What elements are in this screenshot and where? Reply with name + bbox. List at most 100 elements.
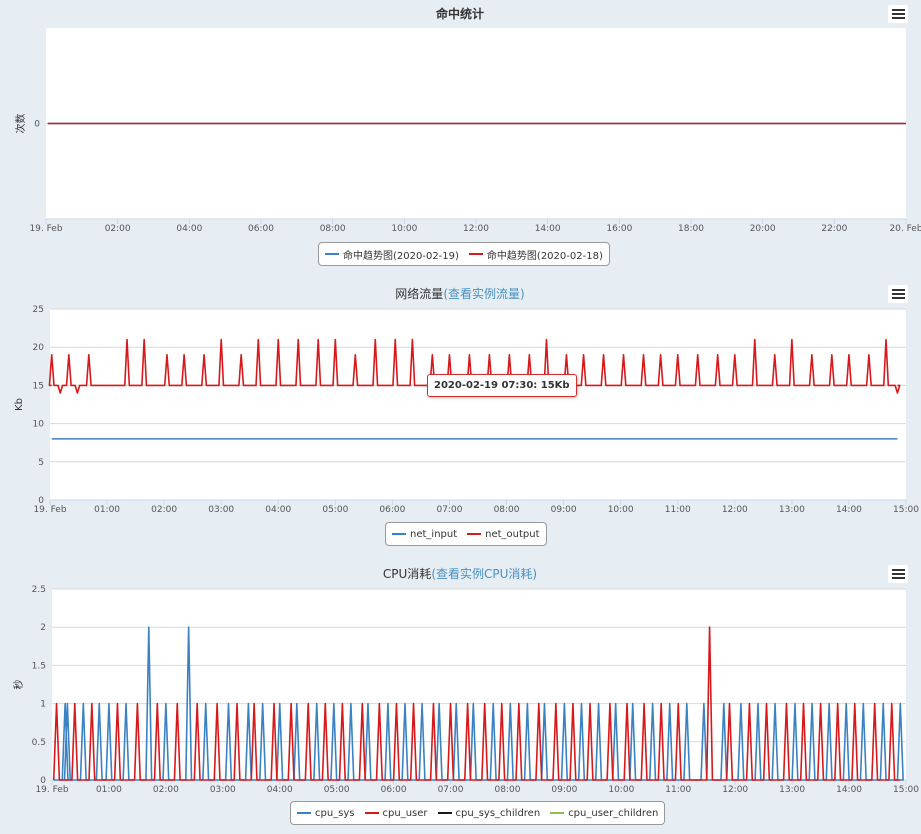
legend-item-cpu-sys-children[interactable]: cpu_sys_children — [437, 807, 541, 819]
x-tick-label: 06:00 — [381, 785, 407, 795]
cpu-usage-chart: CPU消耗(查看实例CPU消耗) 秒 0 0.5 1 1.5 2 2.5 19. Feb 01:0… — [0, 558, 921, 834]
x-tick-label: 19. Feb — [29, 224, 62, 234]
legend-label: net_output — [485, 528, 540, 540]
x-tick-label: 09:00 — [551, 505, 577, 515]
y-tick-label: 0.5 — [32, 738, 46, 748]
x-tick-label: 20. Feb — [889, 224, 921, 234]
legend-label: 命中趋势图(2020-02-19) — [343, 250, 459, 262]
legend-item-net-input[interactable]: net_input — [392, 529, 457, 540]
x-tick-label: 10:00 — [608, 505, 634, 515]
y-tick-label: 15 — [33, 381, 44, 391]
x-tick-label: 01:00 — [94, 505, 120, 515]
legend-swatch — [297, 812, 311, 814]
x-tick-label: 07:00 — [438, 785, 464, 795]
legend-label: cpu_sys — [315, 807, 355, 819]
x-tick-label: 02:00 — [105, 224, 131, 234]
legend-swatch — [392, 533, 406, 535]
cpu-usage-legend: cpu_sys cpu_user cpu_sys_children cpu_us… — [290, 801, 666, 825]
y-tick-label: 2 — [40, 623, 46, 633]
network-traffic-legend: net_input net_output — [385, 522, 547, 546]
legend-label: net_input — [410, 528, 458, 540]
x-tick-label: 02:00 — [153, 785, 179, 795]
x-tick-label: 19. Feb — [33, 505, 66, 515]
x-tick-label: 04:00 — [176, 224, 202, 234]
x-tick-label: 13:00 — [779, 505, 805, 515]
legend-item-cpu-user[interactable]: cpu_user — [364, 808, 428, 819]
chart-title-text: CPU消耗 — [383, 567, 431, 581]
hamburger-menu-icon — [891, 569, 905, 571]
chart-title-text: 网络流量 — [395, 286, 443, 301]
y-tick-label: 1 — [40, 700, 46, 710]
hamburger-menu-icon — [891, 289, 905, 291]
x-tick-label: 08:00 — [494, 505, 520, 515]
legend-item-cpu-sys[interactable]: cpu_sys — [297, 808, 355, 819]
series-line-net_output — [48, 338, 901, 394]
x-tick-label: 12:00 — [722, 785, 748, 795]
x-tick-label: 06:00 — [379, 505, 405, 515]
x-tick-label: 16:00 — [606, 224, 632, 234]
x-tick-label: 08:00 — [320, 224, 346, 234]
x-tick-label: 20:00 — [750, 224, 776, 234]
series-line-cpu_user — [52, 626, 901, 781]
y-tick-label: 0 — [34, 120, 40, 130]
x-tick-label: 05:00 — [322, 505, 348, 515]
legend-item-hit-trend-0218[interactable]: 命中趋势图(2020-02-18) — [468, 247, 603, 262]
x-tick-label: 11:00 — [665, 505, 691, 515]
x-tick-label: 04:00 — [265, 505, 291, 515]
hit-stats-menu-button[interactable] — [888, 5, 908, 23]
chart-title-link[interactable]: (查看实例流量) — [443, 286, 524, 301]
x-tick-label: 14:00 — [535, 224, 561, 234]
y-axis-label: 次数 — [14, 114, 27, 134]
y-tick-label: 5 — [38, 458, 44, 468]
legend-swatch — [325, 253, 339, 255]
chart-title-text: 命中统计 — [435, 6, 484, 21]
hit-stats-legend: 命中趋势图(2020-02-19) 命中趋势图(2020-02-18) — [318, 242, 610, 266]
legend-label: 命中趋势图(2020-02-18) — [486, 250, 603, 262]
chart-title: CPU消耗(查看实例CPU消耗) — [383, 566, 537, 581]
x-tick-label: 11:00 — [665, 785, 691, 795]
legend-label: cpu_user_children — [568, 807, 659, 819]
legend-item-cpu-user-children[interactable]: cpu_user_children — [550, 808, 658, 819]
y-tick-label: 10 — [33, 420, 45, 430]
x-tick-label: 04:00 — [267, 785, 293, 795]
legend-swatch — [468, 253, 483, 255]
x-tick-label: 19. Feb — [35, 785, 68, 795]
cpu-usage-menu-button[interactable] — [888, 565, 908, 583]
network-traffic-menu-button[interactable] — [888, 285, 908, 303]
legend-swatch — [437, 812, 452, 814]
x-tick-label: 15:00 — [893, 505, 919, 515]
y-tick-label: 25 — [33, 305, 44, 315]
x-tick-label: 07:00 — [436, 505, 462, 515]
legend-label: cpu_sys_children — [455, 807, 541, 819]
x-tick-label: 01:00 — [96, 785, 122, 795]
x-tick-label: 05:00 — [324, 785, 350, 795]
chart-title: 网络流量(查看实例流量) — [395, 286, 524, 301]
x-tick-label: 03:00 — [210, 785, 236, 795]
hamburger-menu-icon — [891, 9, 905, 11]
legend-item-hit-trend-0219[interactable]: 命中趋势图(2020-02-19) — [325, 247, 459, 262]
plot-area — [52, 589, 906, 780]
network-traffic-chart: 网络流量(查看实例流量) Kb 0 5 10 15 20 25 19. Feb 01:00 02:0… — [0, 278, 921, 548]
y-tick-label: 0 — [40, 776, 46, 786]
legend-swatch — [550, 812, 565, 814]
x-tick-label: 14:00 — [836, 505, 862, 515]
x-tick-label: 10:00 — [608, 785, 634, 795]
cpu-usage-panel: CPU消耗(查看实例CPU消耗) 秒 0 0.5 1 1.5 2 2.5 19. Feb 01:0… — [0, 558, 921, 834]
y-tick-label: 0 — [38, 496, 44, 506]
x-tick-label: 08:00 — [494, 785, 520, 795]
network-traffic-panel: 网络流量(查看实例流量) Kb 0 5 10 15 20 25 19. Feb 01:00 02:0… — [0, 278, 921, 548]
x-tick-label: 15:00 — [893, 785, 919, 795]
x-tick-label: 02:00 — [151, 505, 177, 515]
legend-swatch — [467, 533, 482, 535]
x-tick-label: 22:00 — [821, 224, 847, 234]
x-tick-label: 09:00 — [551, 785, 577, 795]
network-traffic-tooltip: 2020-02-19 07:30: 15Kb — [427, 374, 577, 397]
x-tick-label: 03:00 — [208, 505, 234, 515]
y-tick-label: 1.5 — [32, 661, 46, 671]
y-axis-label: 秒 — [12, 680, 25, 690]
x-tick-label: 12:00 — [463, 224, 489, 234]
chart-title-link[interactable]: (查看实例CPU消耗) — [431, 566, 537, 581]
x-tick-label: 18:00 — [678, 224, 704, 234]
x-tick-label: 10:00 — [391, 224, 417, 234]
legend-item-net-output[interactable]: net_output — [467, 528, 540, 540]
